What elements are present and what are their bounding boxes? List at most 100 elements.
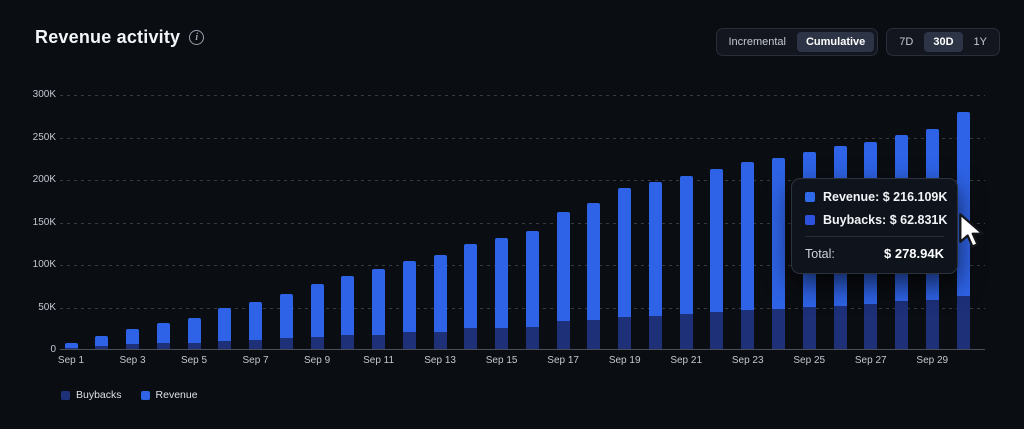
x-tick-label: Sep 21 [670,355,703,366]
info-icon[interactable]: i [189,30,205,45]
legend-item-buybacks[interactable]: Buybacks [61,389,122,401]
revenue-segment [741,162,755,310]
range-1y-button[interactable]: 1Y [965,32,996,52]
buybacks-segment [895,301,909,349]
revenue-segment [126,329,140,344]
bar-sep-12[interactable] [402,261,416,349]
x-tick-label: Sep 25 [793,355,826,366]
y-tick-label: 50K [38,301,56,313]
chart-header: Revenue activity i [35,27,205,48]
x-tick-label: Sep 9 [304,355,331,366]
bar-sep-21[interactable] [679,175,693,349]
gridline [60,180,985,181]
bar-sep-1[interactable] [64,343,78,349]
bar-sep-23[interactable] [741,162,755,349]
revenue-segment [95,336,109,347]
revenue-segment [64,343,78,348]
revenue-swatch-icon [140,390,150,400]
bar-sep-19[interactable] [618,187,632,349]
bar-sep-9[interactable] [310,283,324,349]
x-tick-label: Sep 27 [854,355,887,366]
bar-sep-6[interactable] [218,308,232,349]
bar-sep-14[interactable] [464,244,478,349]
revenue-segment [495,237,509,328]
mode-incremental-button[interactable]: Incremental [720,32,795,52]
revenue-segment [464,244,478,329]
bar-sep-2[interactable] [95,336,109,349]
bar-sep-5[interactable] [187,317,201,349]
bar-sep-8[interactable] [279,293,293,349]
buybacks-segment [925,299,939,349]
x-tick-label: Sep 3 [119,355,146,366]
buybacks-segment [218,340,232,349]
tooltip-revenue-value: Revenue: $ 216.109K [823,190,948,204]
bar-sep-22[interactable] [710,168,724,349]
buybacks-segment [679,314,693,349]
buybacks-segment [433,331,447,349]
y-tick-label: 100K [32,259,56,270]
revenue-segment [679,175,693,315]
revenue-segment [310,283,324,337]
buybacks-segment [95,346,109,349]
buybacks-segment [156,343,170,349]
x-tick-label: Sep 29 [916,355,949,366]
tooltip-row-buybacks: Buybacks: $ 62.831K [805,213,948,227]
revenue-segment [372,269,386,335]
revenue-segment [341,275,355,336]
x-tick-label: Sep 5 [180,355,208,366]
range-30d-button[interactable]: 30D [924,32,963,52]
mouse-cursor-icon [956,213,990,256]
chart-legend: Buybacks Revenue [61,389,198,401]
chart-controls: Incremental Cumulative 7D 30D 1Y [715,28,1000,56]
tooltip-buybacks-value: Buybacks: $ 62.831K [823,213,948,227]
buybacks-segment [833,305,847,349]
bar-sep-15[interactable] [495,237,509,349]
bar-sep-30[interactable] [956,111,970,349]
revenue-segment [618,187,632,318]
buybacks-segment [126,343,140,349]
gridline [60,307,985,309]
bar-sep-11[interactable] [372,269,386,349]
revenue-segment [187,317,201,343]
bar-sep-24[interactable] [771,157,785,349]
range-7d-button[interactable]: 7D [890,32,922,52]
range-toggle-group: 7D 30D 1Y [886,28,1000,56]
bar-sep-10[interactable] [341,275,355,349]
bar-sep-3[interactable] [126,329,140,349]
bar-sep-4[interactable] [156,323,170,349]
y-tick-label: 0 [50,344,56,355]
bar-sep-7[interactable] [249,302,263,349]
bar-sep-16[interactable] [525,230,539,349]
revenue-segment [402,261,416,333]
revenue-swatch-icon [805,192,815,202]
buybacks-segment [618,317,632,349]
legend-item-revenue[interactable]: Revenue [140,389,198,401]
gridline [60,95,985,96]
buybacks-swatch-icon [61,390,70,400]
buybacks-segment [956,295,970,349]
buybacks-segment [64,347,78,349]
bar-sep-18[interactable] [587,202,601,349]
buybacks-segment [802,307,816,349]
buybacks-segment [279,337,293,349]
x-tick-label: Sep 17 [547,355,579,366]
buybacks-segment [710,311,724,349]
buybacks-segment [341,335,355,349]
chart-tooltip: Revenue: $ 216.109K Buybacks: $ 62.831K … [791,178,958,274]
buybacks-segment [741,309,755,349]
revenue-segment [648,181,662,316]
buybacks-segment [495,327,509,349]
x-tick-label: Sep 11 [363,355,395,366]
bar-sep-20[interactable] [648,181,662,349]
revenue-segment [218,308,232,341]
revenue-segment [525,230,539,328]
x-tick-label: Sep 19 [608,355,641,366]
bar-sep-13[interactable] [433,254,447,349]
x-tick-label: Sep 13 [424,355,456,366]
x-axis-labels: Sep 1 Sep 3 Sep 5 Sep 7 Sep 9 Sep 11 Sep 13 Sep… [58,355,985,369]
mode-cumulative-button[interactable]: Cumulative [796,32,875,52]
bar-sep-17[interactable] [556,212,570,349]
gridline [60,222,985,224]
buybacks-segment [402,332,416,349]
buybacks-segment [464,328,478,349]
